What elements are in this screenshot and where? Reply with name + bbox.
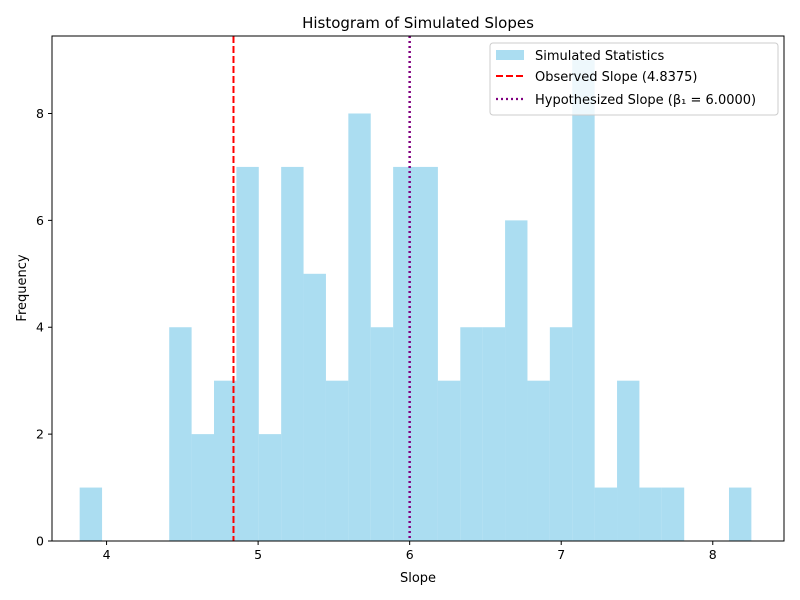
histogram-bar <box>303 273 326 541</box>
reference-lines-layer <box>232 36 411 541</box>
histogram-bar <box>79 487 103 541</box>
histogram-bar <box>191 434 215 541</box>
histogram-bar <box>169 327 192 541</box>
y-tick-label: 2 <box>36 427 44 442</box>
legend-label-simulated: Simulated Statistics <box>535 49 664 64</box>
histogram-bar <box>214 380 237 541</box>
histogram-bar <box>482 327 506 541</box>
histogram-bar <box>549 327 573 541</box>
histogram-bar <box>661 487 685 541</box>
legend-swatch-simulated <box>496 50 524 60</box>
plot-frame <box>51 35 785 542</box>
histogram-bar <box>370 327 394 541</box>
x-tick-label: 4 <box>103 547 111 562</box>
histogram-bar <box>393 166 416 542</box>
histogram-bar <box>348 113 371 542</box>
histogram-bar <box>728 487 752 541</box>
x-tick-label: 8 <box>709 547 717 562</box>
x-axis-title: Slope <box>400 571 436 586</box>
y-tick-label: 4 <box>36 320 44 335</box>
y-tick-label: 8 <box>36 106 44 121</box>
histogram-bar <box>281 166 304 542</box>
x-axis-ticks: 4 5 6 7 8 <box>103 541 717 562</box>
legend-label-observed: Observed Slope (4.8375) <box>535 70 698 85</box>
histogram-bar <box>236 166 259 542</box>
histogram-bar <box>415 166 438 542</box>
y-axis-title: Frequency <box>15 254 30 321</box>
x-tick-label: 7 <box>557 547 565 562</box>
histogram-bar <box>325 380 349 541</box>
histogram-bar <box>572 60 595 542</box>
histogram-bar <box>437 380 461 541</box>
histogram-bar <box>505 220 528 541</box>
y-tick-label: 6 <box>36 213 44 228</box>
x-tick-label: 6 <box>406 547 414 562</box>
legend-box <box>489 42 779 116</box>
histogram-bar <box>594 487 618 541</box>
histogram-bar <box>639 487 662 541</box>
y-tick-label: 0 <box>36 534 44 549</box>
histogram-bar <box>258 434 282 541</box>
histogram-bar <box>527 380 550 541</box>
x-tick-label: 5 <box>254 547 262 562</box>
legend: Simulated Statistics Observed Slope (4.8… <box>489 42 779 116</box>
histogram-bar <box>617 380 640 541</box>
histogram-bar <box>460 327 483 541</box>
legend-label-hypothesized: Hypothesized Slope (β₁ = 6.0000) <box>535 93 756 108</box>
chart-title: Histogram of Simulated Slopes <box>302 14 534 32</box>
y-axis-ticks: 0 2 4 6 8 <box>36 106 52 549</box>
bars-layer <box>79 60 752 542</box>
